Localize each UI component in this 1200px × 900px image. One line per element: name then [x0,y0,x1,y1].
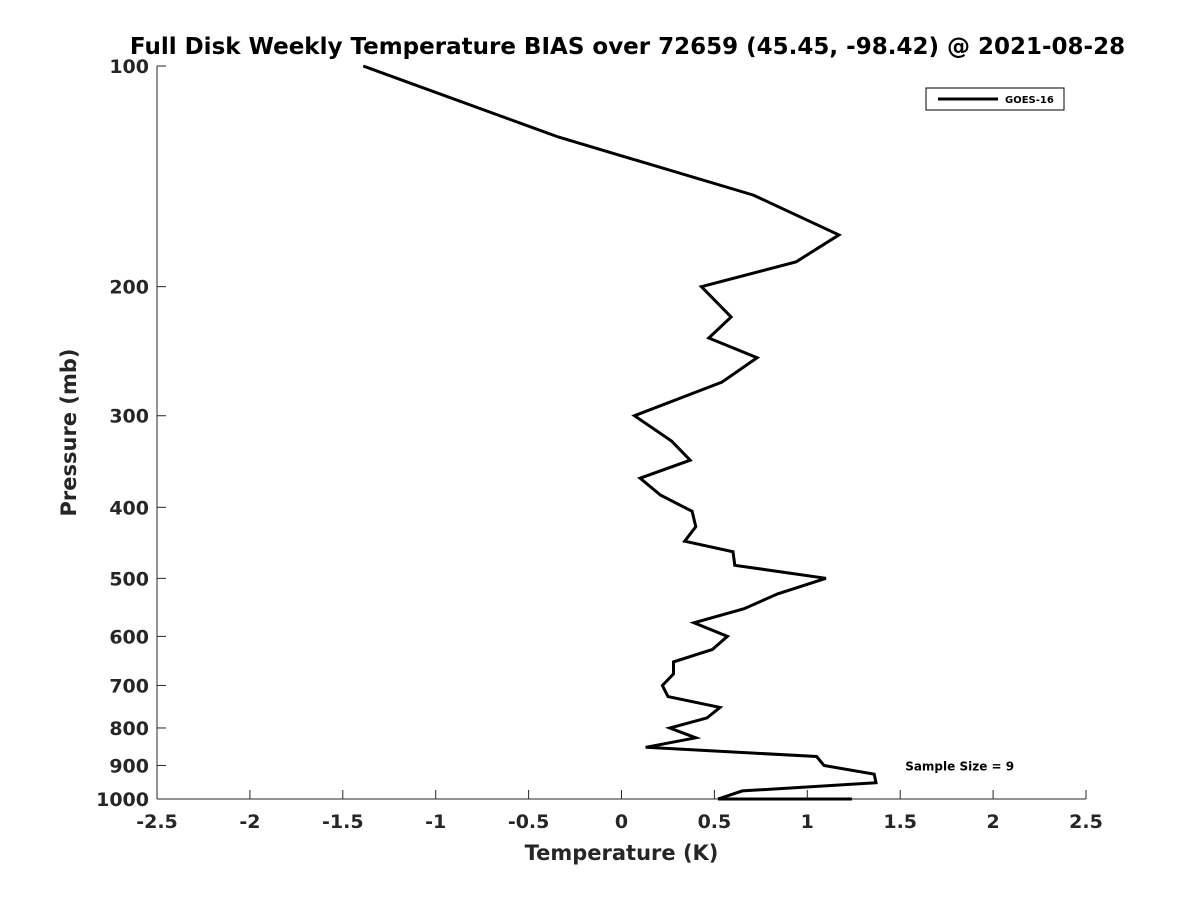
sample-size-annotation: Sample Size = 9 [905,759,1014,773]
y-tick-label: 1000 [96,789,149,811]
x-tick-label: -2.5 [136,811,178,833]
y-tick-label: 400 [109,497,149,519]
x-tick-label: 1.5 [883,811,917,833]
x-tick-label: -2 [239,811,260,833]
x-tick-label: 2.5 [1069,811,1103,833]
x-tick-label: 0.5 [698,811,732,833]
series-layer [362,64,878,801]
legend-label-goes-16: GOES-16 [1005,95,1054,106]
series-line-goes-16 [362,64,878,801]
y-tick-label: 300 [109,406,149,428]
x-tick-label: 1 [801,811,814,833]
plot-axes [156,66,1086,800]
x-axis-label: Temperature (K) [525,841,719,865]
x-tick-label: -1 [425,811,446,833]
chart-title: Full Disk Weekly Temperature BIAS over 7… [130,34,1125,60]
y-tick-label: 700 [109,675,149,697]
y-tick-label: 900 [109,755,149,777]
y-tick-label: 800 [109,718,149,740]
legend: GOES-16 [925,87,1065,111]
x-axis-ticks: -2.5 -2 -1.5 -1 -0.5 0 0.5 1 1.5 2 2.5 [136,790,1103,833]
y-axis-label: Pressure (mb) [57,349,81,517]
x-tick-label: 2 [986,811,999,833]
x-tick-label: -0.5 [508,811,550,833]
y-axis-ticks: 100 200 300 400 500 600 700 800 900 1000 [96,56,166,811]
x-tick-label: -1.5 [322,811,364,833]
y-tick-label: 600 [109,626,149,648]
x-tick-label: 0 [615,811,628,833]
y-tick-label: 200 [109,277,149,299]
y-tick-label: 500 [109,568,149,590]
y-tick-label: 100 [109,56,149,78]
